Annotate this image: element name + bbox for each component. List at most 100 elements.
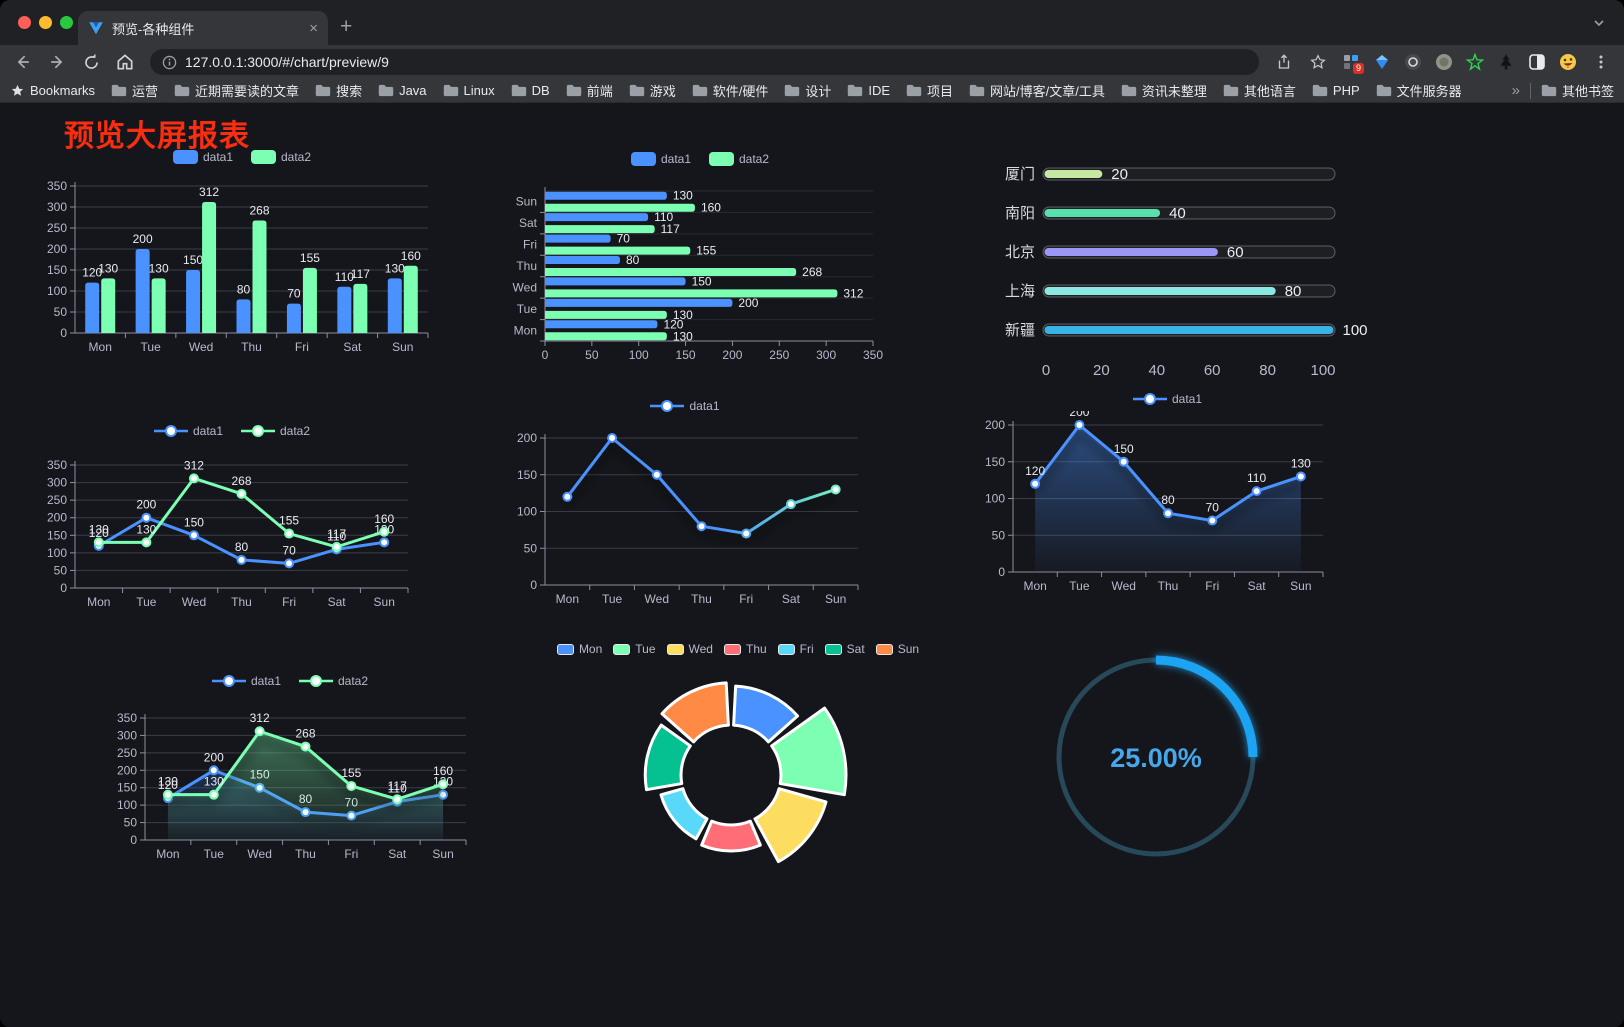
legend-item-data2[interactable]: data2: [241, 424, 310, 438]
bookmarks-star-icon: [11, 84, 24, 96]
legend-label: data2: [338, 674, 369, 688]
url-text[interactable]: 127.0.0.1:3000/#/chart/preview/9: [185, 54, 389, 70]
bookmark-folder[interactable]: 近期需要读的文章: [174, 81, 299, 100]
extension-gray-circle-icon[interactable]: [1430, 49, 1458, 75]
extension-green-star-icon[interactable]: [1461, 49, 1489, 75]
legend-item-data1[interactable]: data1: [630, 152, 691, 166]
legend-item-Fri[interactable]: Fri: [777, 642, 814, 656]
chart-progress-bars[interactable]: 厦门 20 南阳 40 北京 60 上海 80 新疆 100 0 20 40 60 80 100: [993, 153, 1378, 388]
folder-icon: [1541, 84, 1557, 97]
ring-gauge-canvas[interactable]: 25.00%: [1040, 645, 1272, 875]
legend-item-data2[interactable]: data2: [251, 150, 311, 164]
bookmarks-overflow-chevron[interactable]: »: [1511, 82, 1520, 99]
minimize-window-button[interactable]: [39, 16, 52, 29]
legend-item-Wed[interactable]: Wed: [666, 642, 713, 656]
bookmark-folder[interactable]: PHP: [1312, 83, 1360, 98]
legend-item-data2[interactable]: data2: [299, 674, 368, 688]
bookmark-folder[interactable]: 文件服务器: [1376, 81, 1462, 100]
chart-ring-gauge[interactable]: 25.00%: [1040, 645, 1272, 875]
bookmark-folder[interactable]: DB: [511, 83, 550, 98]
other-bookmarks-folder[interactable]: 其他书签: [1541, 81, 1614, 100]
browser-menu-button[interactable]: [1586, 48, 1616, 76]
browser-tab[interactable]: 预览-各种组件 ×: [78, 11, 328, 45]
legend-item-Sun[interactable]: Sun: [875, 642, 919, 656]
bookmark-folder[interactable]: 搜索: [315, 81, 362, 100]
svg-text:0: 0: [998, 565, 1005, 579]
svg-text:150: 150: [692, 274, 712, 288]
extension-dark-circle-icon[interactable]: [1399, 49, 1427, 75]
bookmark-folder[interactable]: 网站/博客/文章/工具: [969, 81, 1105, 100]
legend-item-Tue[interactable]: Tue: [613, 642, 656, 656]
svg-text:Sat: Sat: [782, 592, 801, 606]
home-icon: [117, 54, 133, 70]
chart-line-area-dual[interactable]: data1 data2 0 50 100 150 200 250 300 350 Mon Tue Wed…: [100, 671, 480, 906]
legend-item-Mon[interactable]: Mon: [556, 642, 603, 656]
grid-extension-icon: [1344, 55, 1358, 69]
bookmark-folder[interactable]: 软件/硬件: [692, 81, 768, 100]
chart-bar-horizontal[interactable]: data1 data2 Mon Tue Wed Thu Fri Sat Sun 0 50 100 150…: [505, 149, 895, 367]
share-button[interactable]: [1269, 48, 1299, 76]
legend-item-Thu[interactable]: Thu: [723, 642, 767, 656]
new-tab-button[interactable]: +: [340, 15, 353, 38]
reload-icon: [84, 53, 98, 69]
legend-label: Mon: [578, 642, 603, 656]
bar-grouped-canvas[interactable]: 0 50 100 150 200 250 300 350 Mon Tue Wed Thu Fri Sat S…: [42, 169, 442, 365]
chart-line-area[interactable]: data1 0 50 100 150 200 Mon Tue Wed Thu Fri Sat Sun 12…: [985, 389, 1350, 614]
tab-search-chevron-icon[interactable]: [1592, 16, 1606, 30]
line-area-canvas[interactable]: 0 50 100 150 200 Mon Tue Wed Thu Fri Sat Sun 120 200 1…: [985, 411, 1350, 614]
line-area-dual-canvas[interactable]: 0 50 100 150 200 250 300 350 Mon Tue Wed Thu Fri Sat S…: [100, 693, 480, 906]
legend-item-data1[interactable]: data1: [1132, 392, 1202, 406]
site-info-icon[interactable]: [162, 55, 177, 70]
tab-close-icon[interactable]: ×: [309, 19, 318, 37]
extension-contrast-icon[interactable]: [1523, 49, 1551, 75]
svg-text:0: 0: [60, 581, 67, 595]
line-dual-canvas[interactable]: 0 50 100 150 200 250 300 350 Mon Tue Wed Thu Fri Sat S…: [42, 443, 422, 646]
legend-swatch: [630, 152, 656, 166]
close-window-button[interactable]: [18, 16, 31, 29]
folder-icon: [511, 84, 526, 97]
legend-item-data1[interactable]: data1: [153, 424, 223, 438]
bookmark-folder[interactable]: 前端: [566, 81, 613, 100]
legend-item-data2[interactable]: data2: [709, 152, 769, 166]
bookmark-folder[interactable]: 设计: [784, 81, 831, 100]
bar-horizontal-canvas[interactable]: Mon Tue Wed Thu Fri Sat Sun 0 50 100 150 200 250 300 3…: [505, 171, 895, 367]
rose-donut-canvas[interactable]: [548, 661, 928, 899]
back-button[interactable]: [8, 48, 38, 76]
bookmark-star-button[interactable]: [1303, 48, 1333, 76]
progress-bars-canvas[interactable]: 厦门 20 南阳 40 北京 60 上海 80 新疆 100 0 20 40 60 80 100: [993, 153, 1378, 388]
zoom-window-button[interactable]: [60, 16, 73, 29]
home-button[interactable]: [110, 48, 140, 76]
legend-item-data1[interactable]: data1: [172, 150, 233, 164]
svg-text:Wed: Wed: [182, 595, 206, 609]
extension-dark-shape-icon[interactable]: [1492, 49, 1520, 75]
legend-item-data1[interactable]: data1: [211, 674, 281, 688]
chart-bar-grouped[interactable]: data1 data2 0 50 100 150 200 250 300 350 Mon Tue Wed…: [42, 147, 442, 365]
svg-text:110: 110: [654, 210, 673, 224]
bookmark-folder[interactable]: IDE: [847, 83, 890, 98]
bookmark-folder[interactable]: 运营: [111, 81, 158, 100]
bookmark-folder[interactable]: 其他语言: [1223, 81, 1296, 100]
bookmark-folder[interactable]: 资讯未整理: [1121, 81, 1207, 100]
chart-line-gradient[interactable]: data1 0 50 100 150 200 Mon Tue Wed Thu Fri Sat Sun: [500, 396, 870, 621]
reload-button[interactable]: [76, 48, 106, 76]
forward-button[interactable]: [42, 48, 72, 76]
extension-grid-icon[interactable]: 9: [1337, 49, 1365, 75]
legend-item-data1[interactable]: data1: [650, 399, 720, 413]
svg-text:新疆: 新疆: [1005, 322, 1035, 339]
legend-item-Sat[interactable]: Sat: [824, 642, 865, 656]
line-gradient-canvas[interactable]: 0 50 100 150 200 Mon Tue Wed Thu Fri Sat Sun: [500, 418, 870, 621]
chart-legend: data1 data2: [172, 147, 311, 167]
bookmark-folder[interactable]: Java: [378, 83, 427, 98]
bookmark-folder[interactable]: 项目: [906, 81, 953, 100]
svg-text:Fri: Fri: [282, 595, 296, 609]
extension-drop-icon[interactable]: [1368, 49, 1396, 75]
svg-text:150: 150: [47, 528, 67, 542]
bookmark-folder[interactable]: Linux: [443, 83, 495, 98]
bookmarks-manager[interactable]: Bookmarks: [10, 83, 95, 98]
chart-legend: data1: [650, 396, 720, 416]
chart-line-dual[interactable]: data1 data2 0 50 100 150 200 250 300 350 Mon Tue Wed…: [42, 421, 422, 646]
bookmark-folder[interactable]: 游戏: [629, 81, 676, 100]
address-bar[interactable]: 127.0.0.1:3000/#/chart/preview/9: [150, 49, 1259, 75]
chart-rose-donut[interactable]: Mon Tue Wed Thu Fri Sat Sun: [548, 639, 928, 899]
extension-emoji-icon[interactable]: [1554, 49, 1582, 75]
